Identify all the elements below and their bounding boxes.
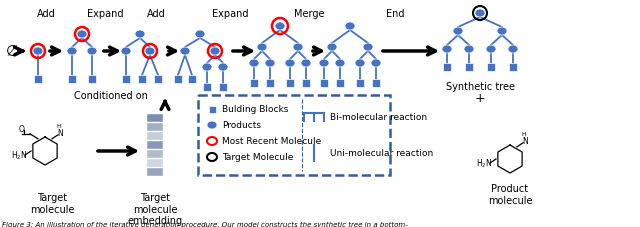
- Text: Figure 3: An illustration of the iterative generation procedure. Our model const: Figure 3: An illustration of the iterati…: [2, 221, 408, 227]
- Text: Bi-molecular reaction: Bi-molecular reaction: [330, 113, 427, 122]
- Ellipse shape: [121, 48, 131, 56]
- Text: Synthetic tree: Synthetic tree: [445, 82, 515, 92]
- Ellipse shape: [486, 46, 496, 54]
- Bar: [250, 80, 258, 88]
- Ellipse shape: [453, 28, 463, 36]
- Text: Target Molecule: Target Molecule: [222, 153, 293, 162]
- Text: H: H: [522, 132, 526, 137]
- Text: Add: Add: [36, 9, 56, 19]
- Text: Target
molecule
embedding: Target molecule embedding: [127, 192, 182, 225]
- Bar: [443, 64, 451, 72]
- Bar: [372, 80, 380, 88]
- Ellipse shape: [335, 60, 345, 68]
- Ellipse shape: [327, 44, 337, 52]
- Ellipse shape: [207, 121, 217, 129]
- Bar: [147, 141, 163, 149]
- Bar: [356, 80, 364, 88]
- Ellipse shape: [87, 48, 97, 56]
- Bar: [188, 76, 196, 84]
- Ellipse shape: [202, 64, 212, 72]
- Text: $\rm H_2N$: $\rm H_2N$: [476, 157, 492, 170]
- Text: Conditioned on: Conditioned on: [74, 91, 148, 101]
- Text: Most Recent Molecule: Most Recent Molecule: [222, 137, 321, 146]
- Bar: [209, 106, 216, 113]
- Ellipse shape: [301, 60, 311, 68]
- Bar: [219, 84, 227, 92]
- Text: Expand: Expand: [212, 9, 248, 19]
- Ellipse shape: [355, 60, 365, 68]
- Bar: [286, 80, 294, 88]
- Bar: [147, 159, 163, 167]
- Ellipse shape: [33, 48, 43, 56]
- Ellipse shape: [67, 48, 77, 56]
- Ellipse shape: [257, 44, 267, 52]
- Text: Merge: Merge: [294, 9, 324, 19]
- Bar: [147, 123, 163, 131]
- Bar: [34, 76, 42, 84]
- Bar: [174, 76, 182, 84]
- Bar: [147, 150, 163, 158]
- Text: H: H: [56, 124, 61, 129]
- Ellipse shape: [285, 60, 295, 68]
- Text: End: End: [386, 9, 404, 19]
- Ellipse shape: [508, 46, 518, 54]
- Text: $\rm H_2N$: $\rm H_2N$: [11, 149, 28, 162]
- Ellipse shape: [442, 46, 452, 54]
- Text: +: +: [475, 92, 485, 105]
- Ellipse shape: [363, 44, 373, 52]
- Bar: [88, 76, 96, 84]
- Ellipse shape: [345, 23, 355, 31]
- Ellipse shape: [371, 60, 381, 68]
- Text: Product
molecule: Product molecule: [488, 183, 532, 205]
- Bar: [509, 64, 517, 72]
- Text: Bulding Blocks: Bulding Blocks: [222, 105, 289, 114]
- Ellipse shape: [180, 48, 190, 56]
- Ellipse shape: [275, 23, 285, 31]
- Ellipse shape: [135, 31, 145, 39]
- Ellipse shape: [218, 64, 228, 72]
- Ellipse shape: [145, 48, 155, 56]
- Ellipse shape: [319, 60, 329, 68]
- Ellipse shape: [497, 28, 507, 36]
- Text: Expand: Expand: [87, 9, 124, 19]
- Ellipse shape: [210, 48, 220, 56]
- FancyBboxPatch shape: [198, 96, 390, 175]
- Text: $\varnothing$: $\varnothing$: [5, 44, 19, 59]
- Bar: [154, 76, 162, 84]
- Bar: [147, 114, 163, 122]
- Bar: [336, 80, 344, 88]
- Bar: [138, 76, 146, 84]
- Ellipse shape: [249, 60, 259, 68]
- Bar: [266, 80, 274, 88]
- Bar: [122, 76, 130, 84]
- Text: N: N: [522, 137, 528, 146]
- Ellipse shape: [293, 44, 303, 52]
- Ellipse shape: [195, 31, 205, 39]
- Bar: [302, 80, 310, 88]
- Bar: [487, 64, 495, 72]
- Text: Target
molecule: Target molecule: [29, 192, 74, 214]
- Ellipse shape: [77, 31, 87, 39]
- Text: O: O: [19, 125, 25, 134]
- Bar: [147, 168, 163, 176]
- Ellipse shape: [265, 60, 275, 68]
- Ellipse shape: [464, 46, 474, 54]
- Bar: [465, 64, 473, 72]
- Text: Products: Products: [222, 121, 261, 130]
- Bar: [203, 84, 211, 92]
- Text: Uni-molecular reaction: Uni-molecular reaction: [330, 149, 433, 158]
- Bar: [68, 76, 76, 84]
- Text: N: N: [57, 129, 63, 138]
- Text: Add: Add: [147, 9, 165, 19]
- Ellipse shape: [475, 10, 485, 18]
- Bar: [320, 80, 328, 88]
- Bar: [147, 132, 163, 140]
